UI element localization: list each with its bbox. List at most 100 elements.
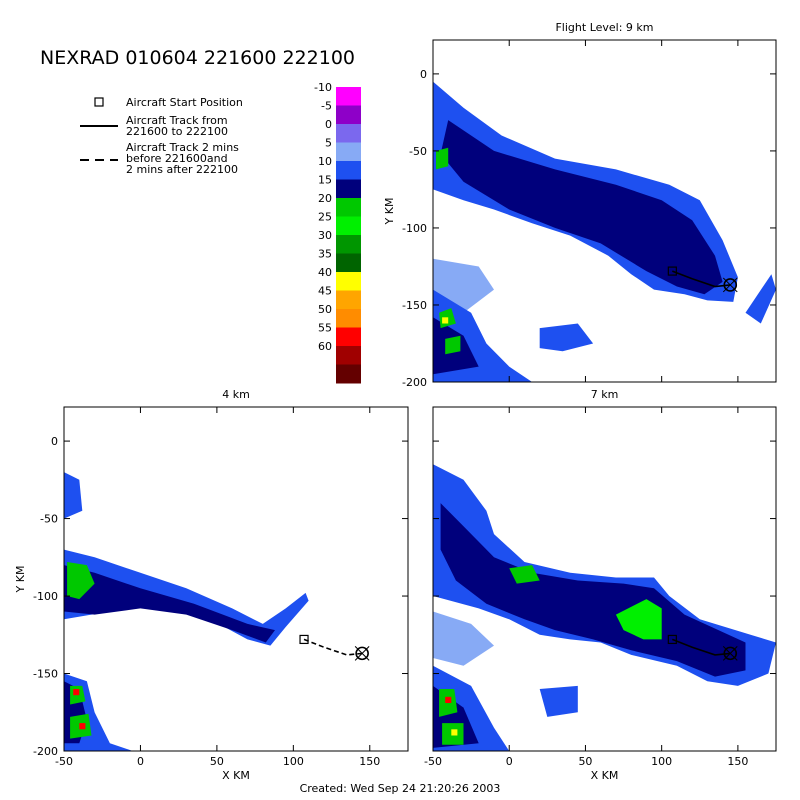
legend-track-line2: 221600 to 222100	[126, 125, 228, 138]
reflectivity-region	[445, 335, 461, 355]
colorbar-level-label: 25	[318, 211, 332, 224]
reflectivity-region	[539, 323, 594, 352]
reflectivity-region	[433, 611, 494, 666]
aircraft-end-cross	[354, 646, 370, 661]
colorbar-level-label: 30	[318, 229, 332, 242]
colorbar-swatch	[336, 253, 361, 273]
y-tick-label: -100	[402, 222, 427, 235]
reflectivity-region	[539, 685, 578, 717]
x-tick-label: 50	[578, 755, 592, 768]
reflectivity-region	[64, 565, 275, 643]
x-axis-label: X KM	[222, 769, 250, 782]
colorbar-level-label: 45	[318, 285, 332, 298]
colorbar-swatch	[336, 124, 361, 143]
y-axis-label: Y KM	[383, 198, 396, 226]
x-axis-label: X KM	[591, 769, 619, 782]
colorbar-swatch	[336, 309, 361, 328]
x-tick-label: 100	[283, 755, 304, 768]
colorbar-swatch	[336, 235, 361, 254]
colorbar-level-label: 40	[318, 266, 332, 279]
reflectivity-region	[79, 723, 86, 730]
panel-title: 7 km	[591, 388, 619, 401]
y-tick-label: 0	[420, 68, 427, 81]
storm-echo-layer	[433, 464, 776, 751]
panel-9km: Flight Level: 9 km 0 -50 -100 -150 -200 Y KM	[383, 21, 777, 389]
aircraft-start-marker	[667, 634, 677, 645]
colorbar-swatch	[336, 327, 361, 347]
colorbar-level-label: -10	[314, 81, 332, 94]
colorbar-swatch	[336, 216, 361, 236]
colorbar-level-label: 55	[318, 322, 332, 335]
reflectivity-region	[445, 696, 452, 703]
start-position-marker-icon	[94, 97, 104, 107]
y-tick-label: -150	[402, 299, 427, 312]
y-tick-label: -200	[33, 745, 58, 758]
colorbar-level-label: 15	[318, 174, 332, 187]
aircraft-end-marker	[355, 646, 369, 661]
track-legend: Aircraft Start Position Aircraft Track f…	[80, 96, 243, 176]
panel-7km: 7 km -50 0 50 100 150 X KM	[424, 388, 777, 782]
colorbar-level-label: 5	[325, 137, 332, 150]
y-tick-label: -50	[409, 145, 427, 158]
reflectivity-region	[451, 729, 458, 736]
colorbar-level-label: 60	[318, 340, 332, 353]
colorbar-swatch	[336, 346, 361, 365]
storm-echo-layer	[64, 472, 309, 751]
reflectivity-region	[615, 599, 662, 640]
aircraft-track-line	[672, 270, 731, 288]
reflectivity-region	[64, 472, 83, 519]
y-axis-label: Y KM	[14, 566, 27, 594]
legend-track-line1: Aircraft Track from	[126, 114, 228, 127]
aircraft-start-marker	[667, 266, 677, 276]
legend-track2-line3: 2 mins after 222100	[126, 163, 238, 176]
plot-frame	[63, 406, 409, 752]
x-tick-label: 0	[506, 755, 513, 768]
reflectivity-colorbar: -10 -5 0 5 10 15 20 25 30 35 40 45 50 55 60	[314, 81, 361, 384]
reflectivity-region	[442, 317, 449, 324]
colorbar-swatch	[336, 272, 361, 291]
colorbar-level-label: 50	[318, 303, 332, 316]
figure-title: NEXRAD 010604 221600 222100	[40, 47, 355, 69]
colorbar-level-label: -5	[321, 100, 332, 113]
reflectivity-region	[745, 274, 776, 324]
panel-title: 4 km	[222, 388, 250, 401]
legend-track2-line2: before 221600and	[126, 152, 228, 165]
colorbar-swatch	[336, 87, 361, 106]
storm-echo-layer	[433, 81, 776, 382]
aircraft-end-cross	[722, 646, 738, 661]
reflectivity-region	[509, 565, 540, 584]
colorbar-level-label: 10	[318, 155, 332, 168]
reflectivity-region	[73, 689, 80, 696]
reflectivity-region	[64, 549, 309, 646]
y-tick-label: -50	[40, 513, 58, 526]
legend-track2-line1: Aircraft Track 2 mins	[126, 141, 239, 154]
x-tick-label: 0	[137, 755, 144, 768]
colorbar-level-label: 20	[318, 192, 332, 205]
x-tick-label: -50	[424, 755, 442, 768]
colorbar-swatch	[336, 364, 361, 384]
reflectivity-region	[440, 120, 723, 295]
colorbar-swatch	[336, 290, 361, 310]
colorbar-level-label: 0	[325, 118, 332, 131]
aircraft-end-cross	[722, 277, 738, 293]
reflectivity-region	[440, 503, 746, 677]
aircraft-track-line	[303, 638, 363, 656]
aircraft-end-marker	[723, 278, 738, 292]
colorbar-swatch	[336, 142, 361, 162]
colorbar-swatch	[336, 198, 361, 217]
y-tick-label: -200	[402, 376, 427, 389]
panel-title: Flight Level: 9 km	[555, 21, 653, 34]
legend-start-position: Aircraft Start Position	[126, 96, 243, 109]
colorbar-swatch	[336, 105, 361, 125]
x-tick-label: 150	[359, 755, 380, 768]
x-tick-label: -50	[55, 755, 73, 768]
y-tick-label: -100	[33, 590, 58, 603]
colorbar-level-label: 35	[318, 248, 332, 261]
plot-frame	[432, 406, 777, 752]
aircraft-start-marker	[299, 634, 309, 645]
x-tick-label: 50	[210, 755, 224, 768]
colorbar-swatch	[336, 179, 361, 199]
aircraft-track-line	[672, 638, 731, 656]
